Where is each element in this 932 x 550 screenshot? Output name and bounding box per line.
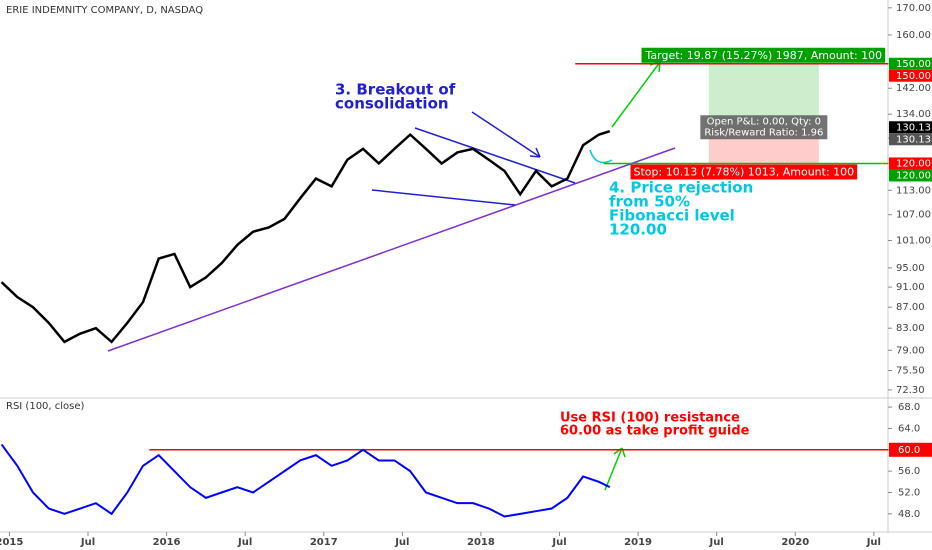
x-tick-label: 2016: [153, 537, 181, 548]
axis-label: 120.00: [896, 170, 931, 181]
y-tick-label: 64.0: [898, 423, 920, 434]
annotation: consolidation: [335, 95, 449, 113]
axis-label: 120.00: [896, 158, 931, 169]
annotation: 120.00: [609, 221, 667, 239]
y-tick-label: 87.00: [896, 302, 925, 313]
y-tick-label: 95.00: [896, 263, 925, 274]
y-tick-label: 75.50: [896, 366, 925, 377]
y-tick-label: 48.0: [898, 509, 920, 520]
x-tick-label: Jul: [237, 537, 252, 548]
annotation: 3. Breakout of: [335, 81, 456, 99]
y-tick-label: 91.00: [896, 282, 925, 293]
x-tick-label: 2015: [0, 537, 23, 548]
x-tick-label: Jul: [866, 537, 881, 548]
annotation: 4. Price rejection: [609, 179, 753, 197]
label-box: [641, 47, 886, 63]
annotation: 60.00 as take profit guide: [560, 424, 750, 439]
annotation: Fibonacci level: [609, 207, 735, 225]
x-tick-label: 2020: [781, 537, 809, 548]
axis-label-box: [889, 442, 932, 457]
y-tick-label: 160.00: [896, 30, 931, 41]
x-tick-label: Jul: [394, 537, 409, 548]
x-tick-label: Jul: [551, 537, 566, 548]
x-tick-label: Jul: [80, 537, 95, 548]
label-box: [700, 115, 828, 140]
trendline: [414, 127, 576, 184]
axis-label: 130.13: [896, 134, 931, 145]
axis-label: 150.00: [896, 59, 931, 70]
trendline: [107, 147, 676, 352]
y-tick-label: 68.0: [898, 402, 920, 413]
y-tick-label: 134.00: [896, 109, 931, 120]
y-tick-label: 107.00: [896, 210, 931, 221]
rsi-line: [0, 443, 611, 518]
annotation: Use RSI (100) resistance: [560, 411, 740, 426]
chart-title: ERIE INDEMNITY COMPANY, D, NASDAQ: [6, 5, 203, 16]
x-tick-label: 2018: [467, 537, 495, 548]
x-tick-label: Jul: [709, 537, 724, 548]
y-tick-label: 83.00: [896, 323, 925, 334]
x-tick-label: 2017: [310, 537, 338, 548]
price-line: [0, 129, 611, 344]
axis-label: 150.00: [896, 71, 931, 82]
pnl-label: Open P&L: 0.00, Qty: 0: [707, 116, 821, 127]
y-tick-label: 72.30: [896, 385, 925, 396]
label-box: [630, 164, 858, 180]
stop-label: Stop: 10.13 (7.78%) 1013, Amount: 100: [634, 165, 855, 178]
y-tick-label: 142.00: [896, 83, 931, 94]
annotation: from 50%: [609, 193, 690, 211]
axis-label: 60.0: [898, 445, 920, 456]
arrow: [471, 111, 541, 158]
target-label: Target: 19.87 (15.27%) 1987, Amount: 100: [645, 49, 883, 62]
axis-label: 130.13: [896, 122, 931, 133]
y-tick-label: 113.00: [896, 185, 931, 196]
y-tick-label: 52.0: [898, 487, 920, 498]
y-tick-label: 79.00: [896, 345, 925, 356]
arc: [589, 149, 613, 164]
trendline: [371, 189, 516, 206]
rsi-title: RSI (100, close): [6, 401, 85, 412]
rr-label: Risk/Reward Ratio: 1.96: [704, 127, 823, 138]
y-tick-label: 56.0: [898, 466, 920, 477]
axis-label-box: [889, 157, 932, 170]
axis-label-box: [889, 121, 932, 134]
y-tick-label: 101.00: [896, 235, 931, 246]
y-tick-label: 170.00: [896, 3, 931, 14]
axis-label-box: [889, 133, 932, 146]
axis-label-box: [889, 69, 932, 82]
axis-label-box: [889, 169, 932, 182]
axis-label-box: [889, 57, 932, 70]
x-tick-label: 2019: [624, 537, 652, 548]
